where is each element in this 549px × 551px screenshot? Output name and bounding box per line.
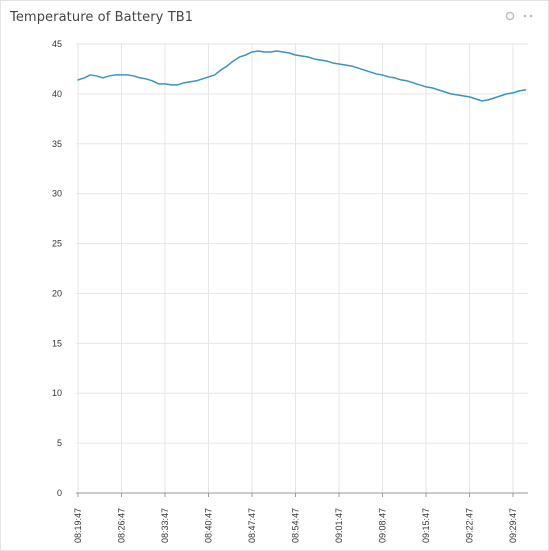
axis-layer	[76, 492, 528, 497]
y-tick-label: 15	[52, 338, 62, 348]
more-options-icon[interactable]	[522, 10, 534, 22]
y-tick-label: 0	[57, 488, 62, 498]
widget-title: Temperature of Battery TB1	[10, 10, 194, 25]
x-tick-label: 09:15:47	[421, 508, 431, 543]
x-tick-label: 08:33:47	[160, 508, 170, 543]
x-tick-label: 08:40:47	[204, 508, 214, 543]
y-tick-label: 35	[52, 139, 62, 149]
series-layer	[77, 50, 527, 102]
temperature-series-line	[77, 50, 527, 102]
widget-actions	[504, 10, 534, 22]
x-tick-label: 09:29:47	[508, 508, 518, 543]
y-tick-labels: 0 5 10 15 20 25 30 35 40 45	[52, 39, 62, 498]
x-tick-label: 08:54:47	[291, 508, 301, 543]
y-tick-label: 45	[52, 39, 62, 49]
widget-header: Temperature of Battery TB1	[1, 1, 548, 33]
y-tick-label: 20	[52, 288, 62, 298]
x-tick-label: 08:19:47	[73, 508, 83, 543]
y-tick-label: 5	[57, 438, 62, 448]
x-tick-label: 08:26:47	[117, 508, 127, 543]
refresh-icon[interactable]	[504, 10, 516, 22]
x-tick-label: 09:08:47	[378, 508, 388, 543]
x-tick-label: 09:22:47	[465, 508, 475, 543]
y-tick-label: 40	[52, 89, 62, 99]
y-tick-label: 30	[52, 189, 62, 199]
x-tick-label: 09:01:47	[334, 508, 344, 543]
y-tick-label: 10	[52, 388, 62, 398]
y-tick-label: 25	[52, 239, 62, 249]
grid-layer	[76, 43, 528, 493]
x-tick-labels: 08:19:47 08:26:47 08:33:47 08:40:47 08:47:47…	[73, 508, 518, 543]
x-tick-label: 08:47:47	[247, 508, 257, 543]
